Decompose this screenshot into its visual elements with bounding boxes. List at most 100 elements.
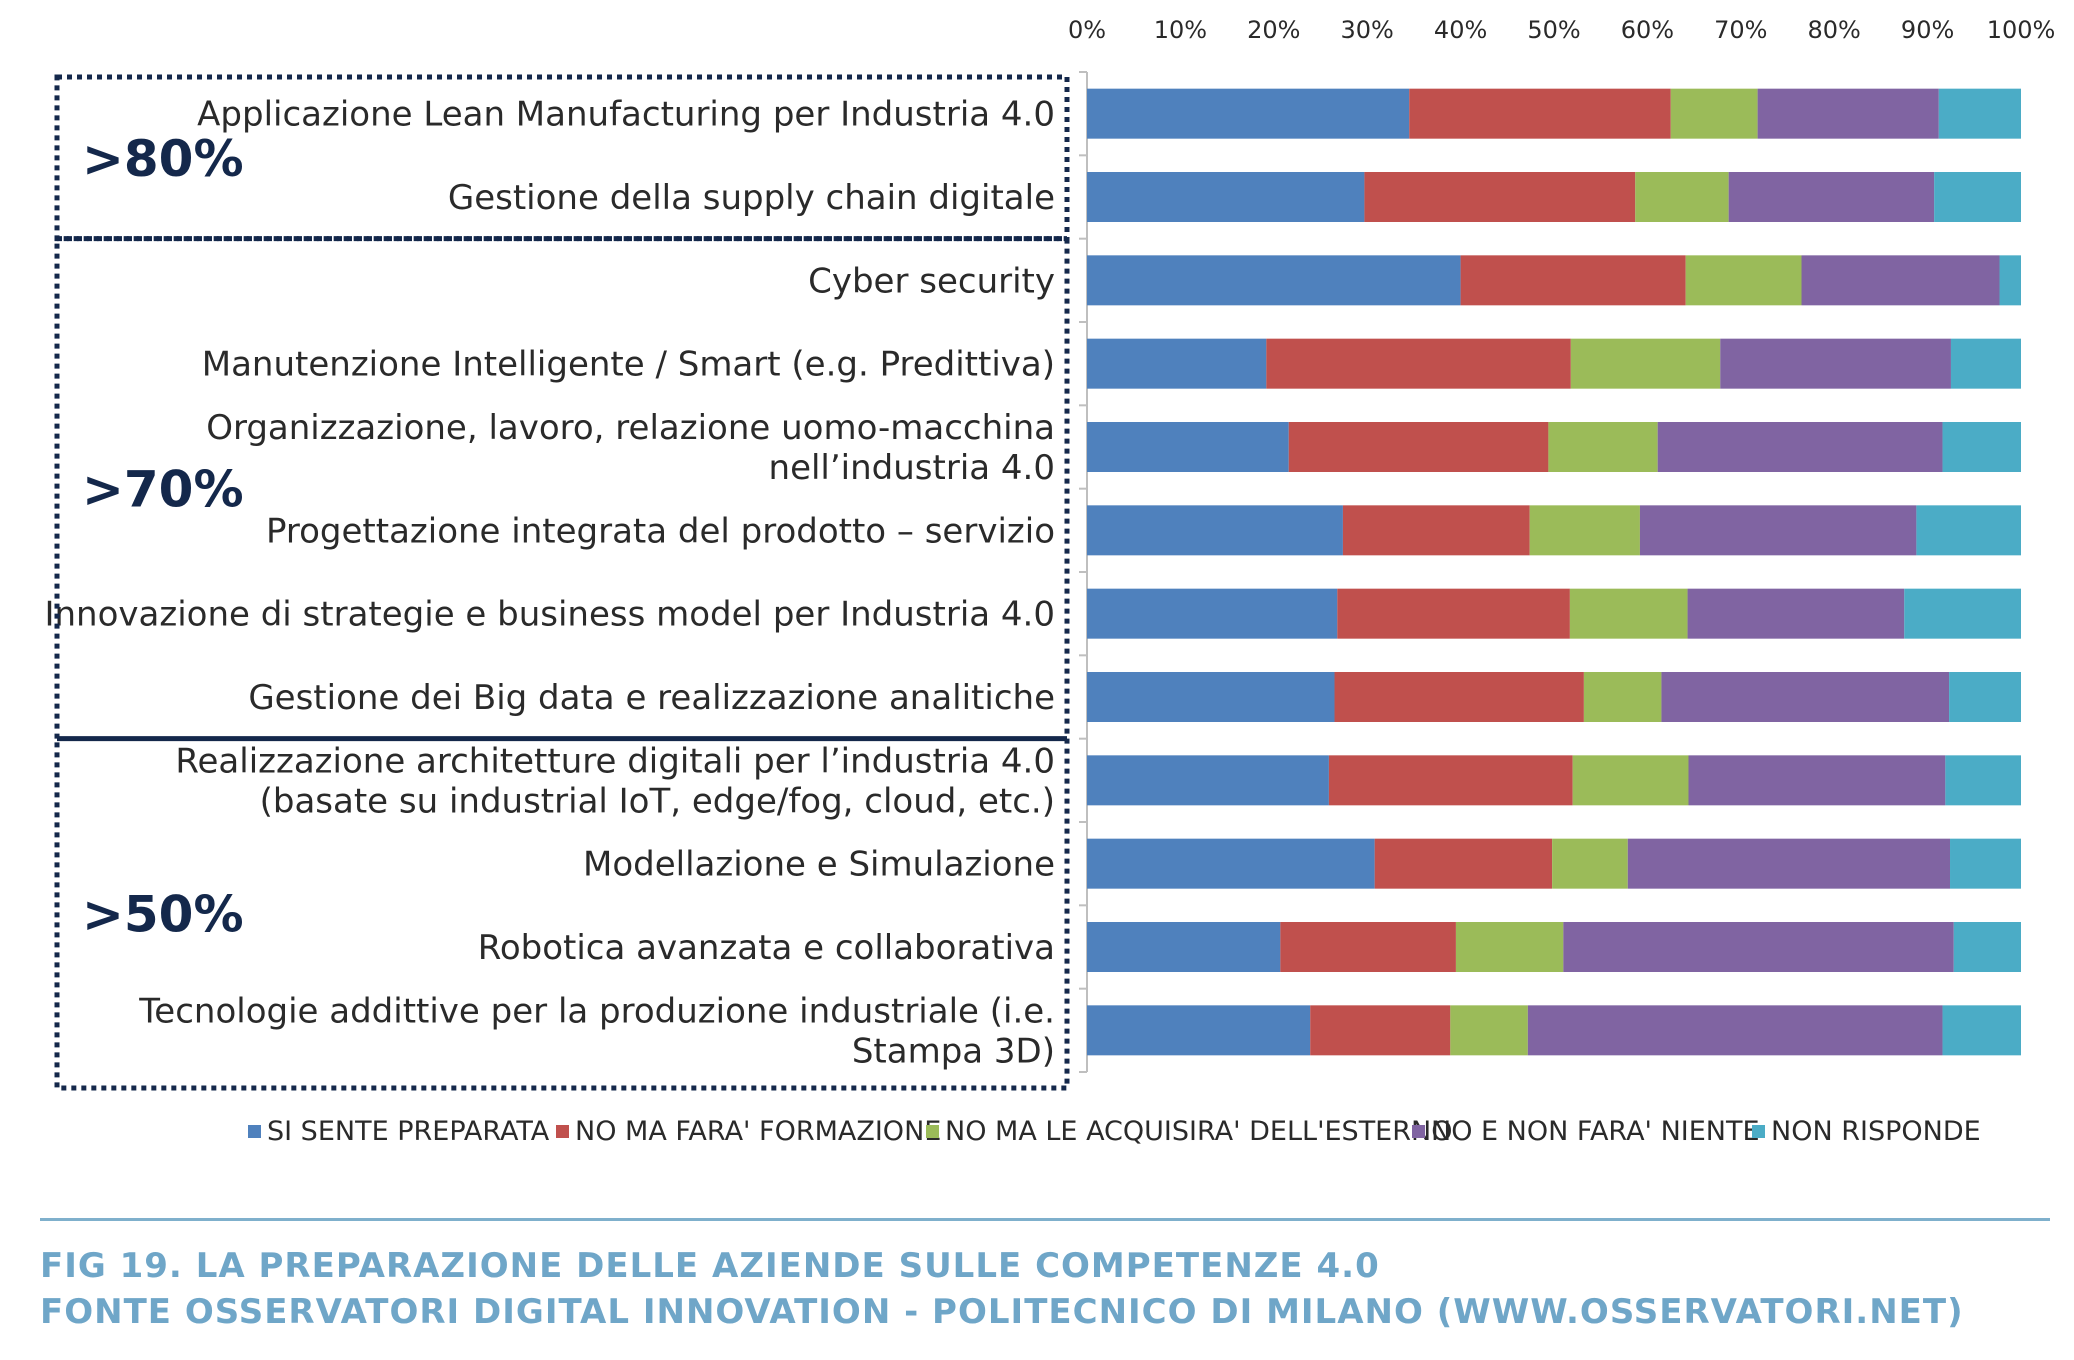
bar-segment [1288, 422, 1549, 472]
bar-segment [1999, 255, 2021, 306]
legend-swatch [556, 1125, 569, 1138]
group-label: >80% [82, 130, 244, 188]
bar-segment [1374, 838, 1553, 889]
bar-segment [1583, 672, 1662, 722]
bar-segment [1087, 922, 1281, 972]
x-tick-label: 0% [1068, 16, 1106, 44]
bar-segment [1950, 338, 2021, 389]
legend-label: NO MA LE ACQUISIRA' DELL'ESTERNO [945, 1116, 1452, 1147]
bar-segment [1087, 505, 1343, 556]
bar-segment [1657, 422, 1943, 472]
bar-segment [1728, 172, 1935, 222]
category-label: Innovazione di strategie e business mode… [44, 595, 1055, 635]
bar-segment [1364, 172, 1636, 222]
bar-segment [1720, 338, 1951, 389]
bar-segment [1934, 172, 2021, 222]
bar-segment [1569, 588, 1688, 639]
bar-segment [1460, 255, 1686, 306]
category-label: Realizzazione architetture digitali per … [175, 741, 1055, 781]
group-box [54, 74, 1070, 242]
bar-segment [1087, 172, 1365, 222]
bar-segment [1801, 255, 2000, 306]
x-tick-label: 50% [1527, 16, 1580, 44]
bar-segment [1938, 88, 2021, 139]
bar-segment [1687, 588, 1905, 639]
figure-caption: FIG 19. LA PREPARAZIONE DELLE AZIENDE SU… [40, 1218, 2050, 1335]
bar-segment [1635, 172, 1729, 222]
bar-segment [1570, 338, 1721, 389]
legend-label: NO E NON FARA' NIENTE [1431, 1116, 1760, 1147]
bar-segment [1942, 422, 2021, 472]
stacked-bar-chart: 0% 10% 20% 30% 40% 50% 60% 70% 80% 90% 100% Applica… [44, 16, 2056, 1147]
bar-segment [1337, 588, 1570, 639]
bar-segment [1087, 88, 1410, 139]
bar-segment [1904, 588, 2021, 639]
category-label: Manutenzione Intelligente / Smart (e.g. … [202, 345, 1055, 385]
group-label: >50% [82, 885, 244, 943]
x-tick-label: 40% [1434, 16, 1487, 44]
bar-segment [1548, 422, 1658, 472]
bar-segment [1334, 672, 1584, 722]
category-label: Stampa 3D) [852, 1031, 1055, 1071]
category-label: Gestione della supply chain digitale [448, 178, 1055, 218]
bar-segment [1945, 755, 2021, 806]
bar-segment [1087, 672, 1335, 722]
legend-swatch [1412, 1125, 1425, 1138]
bar-segment [1685, 255, 1802, 306]
bar-segment [1942, 1005, 2021, 1056]
bar-segment [1342, 505, 1530, 556]
bar-segment [1563, 922, 1954, 972]
bar-segment [1087, 588, 1338, 639]
category-label: Applicazione Lean Manufacturing per Indu… [197, 95, 1055, 135]
bar-segment [1087, 255, 1461, 306]
legend-swatch [248, 1125, 261, 1138]
bar-segment [1455, 922, 1564, 972]
bar-segment [1661, 672, 1950, 722]
bar-segment [1529, 505, 1640, 556]
category-label: Gestione dei Big data e realizzazione an… [248, 678, 1055, 718]
bar-segment [1639, 505, 1917, 556]
category-label: Cyber security [808, 261, 1055, 301]
x-tick-label: 30% [1341, 16, 1394, 44]
bar-segment [1087, 422, 1289, 472]
bar-segment [1450, 1005, 1528, 1056]
x-tick-label: 60% [1621, 16, 1674, 44]
bar-segment [1266, 338, 1571, 389]
x-tick-label: 80% [1808, 16, 1861, 44]
category-label: Tecnologie addittive per la produzione i… [138, 991, 1055, 1031]
category-label: Organizzazione, lavoro, relazione uomo-m… [206, 408, 1055, 448]
bar-segment [1950, 838, 2021, 889]
bar-segment [1328, 755, 1573, 806]
x-tick-label: 100% [1987, 16, 2056, 44]
bar-segment [1949, 672, 2021, 722]
bar-segment [1310, 1005, 1451, 1056]
bar-segment [1527, 1005, 1943, 1056]
x-tick-label: 10% [1154, 16, 1207, 44]
bar-segment [1087, 338, 1267, 389]
x-tick-label: 90% [1901, 16, 1954, 44]
bar-segment [1757, 88, 1939, 139]
bar-segment [1953, 922, 2021, 972]
bar-segment [1552, 838, 1628, 889]
category-label: nell’industria 4.0 [769, 448, 1055, 488]
legend-swatch [926, 1125, 939, 1138]
bar-segment [1627, 838, 1951, 889]
category-label: (basate su industrial IoT, edge/fog, clo… [260, 781, 1055, 821]
legend-swatch [1752, 1125, 1765, 1138]
legend-label: NON RISPONDE [1771, 1116, 1981, 1147]
category-label: Robotica avanzata e collaborativa [478, 928, 1055, 968]
bar-segment [1688, 755, 1946, 806]
bar-segment [1409, 88, 1671, 139]
x-tick-label: 20% [1247, 16, 1300, 44]
bar-segment [1670, 88, 1758, 139]
bar-segment [1916, 505, 2021, 556]
bar-segment [1087, 1005, 1311, 1056]
bar-segment [1087, 755, 1329, 806]
category-label: Progettazione integrata del prodotto – s… [266, 511, 1055, 551]
x-tick-label: 70% [1714, 16, 1767, 44]
group-label: >70% [82, 461, 244, 519]
bar-segment [1087, 838, 1375, 889]
caption-source: FONTE OSSERVATORI DIGITAL INNOVATION - P… [40, 1292, 1964, 1332]
legend-label: SI SENTE PREPARATA [267, 1116, 550, 1147]
bar-segment [1572, 755, 1689, 806]
